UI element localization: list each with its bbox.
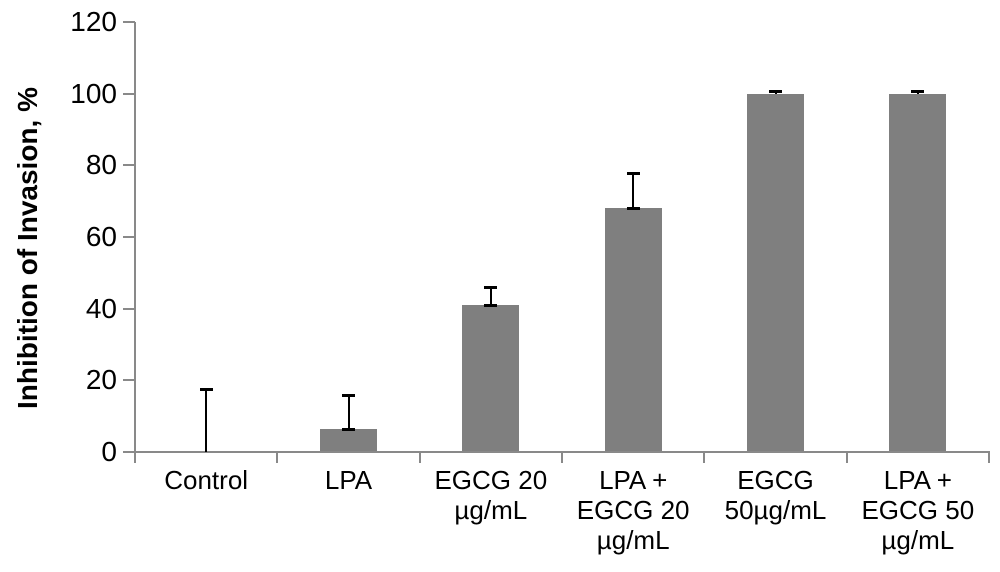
x-category-label-line: 50µg/mL <box>724 495 827 525</box>
x-category-label-control: Control <box>131 465 281 495</box>
x-tick-mark <box>276 452 279 463</box>
y-tick-mark <box>123 236 135 238</box>
x-category-label-line: EGCG 20 <box>434 465 548 495</box>
x-category-label-line: µg/mL <box>596 525 670 555</box>
error-bar-bottom-cap <box>626 207 640 211</box>
bar-egcg-20-g-ml <box>462 305 520 451</box>
error-bar-top-cap <box>626 171 640 175</box>
y-tick-mark <box>123 92 135 95</box>
x-tick-mark <box>134 452 136 463</box>
error-bar-line <box>347 394 350 429</box>
y-tick-mark <box>123 21 135 23</box>
x-category-label-line: Control <box>164 465 249 495</box>
x-category-label-line: LPA + <box>599 465 668 495</box>
y-tick-mark <box>123 307 135 310</box>
y-tick-label: 80 <box>85 149 117 181</box>
y-tick-label: 120 <box>70 6 117 37</box>
y-tick-label: 20 <box>85 364 117 396</box>
y-axis-line <box>134 22 136 453</box>
x-category-label-lpa: LPA <box>274 465 424 495</box>
error-bar-line <box>489 287 492 306</box>
x-category-label-lpa-egcg-50-g-ml: LPA + EGCG 50 µg/mL <box>843 465 993 555</box>
x-category-label-line: µg/mL <box>454 495 528 525</box>
x-category-label-line: EGCG 50 <box>861 495 975 525</box>
x-tick-mark <box>418 452 421 463</box>
y-tick-label: 40 <box>85 292 117 324</box>
error-bar-bottom-cap <box>484 304 498 308</box>
x-tick-mark <box>561 452 563 463</box>
y-tick-mark <box>123 379 135 382</box>
x-tick-mark <box>988 452 990 463</box>
bar-lpa-egcg-50-g-ml <box>889 93 947 451</box>
x-tick-mark <box>845 452 848 463</box>
x-category-label-line: µg/mL <box>881 525 955 555</box>
x-tick-mark <box>703 452 706 463</box>
error-bar-top-cap <box>484 286 498 290</box>
x-category-label-line: LPA + <box>883 465 952 495</box>
x-category-label-egcg-20-g-ml: EGCG 20 µg/mL <box>416 465 566 525</box>
error-bar-top-cap <box>769 90 782 94</box>
error-bar-top-cap <box>911 90 925 94</box>
error-bar-line <box>632 172 635 209</box>
y-tick-mark <box>123 451 135 453</box>
bar-lpa-egcg-20-g-ml <box>604 208 662 451</box>
x-category-label-lpa-egcg-20-g-ml: LPA + EGCG 20 µg/mL <box>558 465 708 555</box>
error-bar-bottom-cap <box>342 427 355 431</box>
x-category-label-line: LPA <box>324 465 373 495</box>
y-tick-label: 100 <box>70 77 117 109</box>
error-bar-top-cap <box>342 393 355 397</box>
y-tick-mark <box>123 164 135 167</box>
x-category-label-egcg-50-g-ml: EGCG 50µg/mL <box>701 465 851 525</box>
error-bar-top-cap <box>199 388 213 392</box>
error-bar-line <box>205 389 208 452</box>
x-category-label-line: EGCG <box>737 465 814 495</box>
bar-egcg-50-g-ml <box>747 93 804 451</box>
bar-lpa <box>320 428 377 451</box>
x-category-label-line: EGCG 20 <box>576 495 690 525</box>
y-tick-label: 60 <box>85 221 117 252</box>
y-tick-label: 0 <box>101 436 117 467</box>
